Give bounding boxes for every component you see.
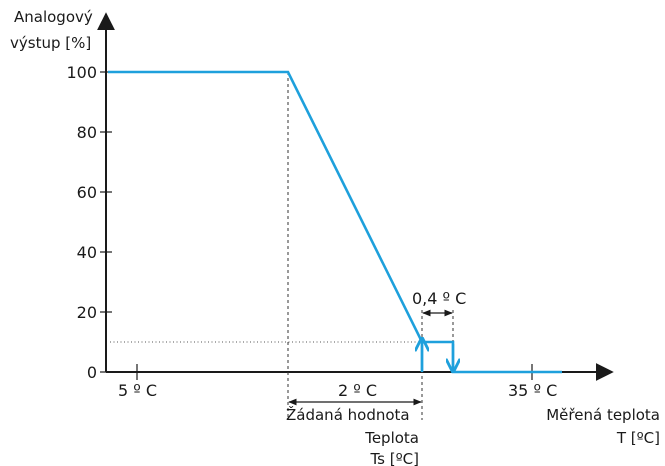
x-tick-label-5c: 5 º C [118,381,157,400]
x-tick-label-35c: 35 º C [508,381,557,400]
setpoint-label-line-3: Ts [ºC] [369,450,419,466]
hysteresis-label: 0,4 º C [412,289,466,308]
y-axis-title-line-1: Analogový [14,8,93,26]
x-axis-title-line-1: Měřená teplota [546,406,660,424]
y-axis-title-line-2: výstup [%] [10,34,91,52]
x-axis-title-line-2: T [ºC] [616,429,660,447]
setpoint-label-line-1: Žádaná hodnota [286,405,410,424]
y-tick-label-100: 100 [66,63,97,82]
y-tick-label-0: 0 [87,363,97,382]
y-tick-label-60: 60 [77,183,97,202]
output-curve [108,70,562,374]
y-tick-label-80: 80 [77,123,97,142]
y-ticks: 0 20 40 60 80 100 [66,63,112,382]
band-label: 2 º C [338,381,377,400]
setpoint-label-line-2: Teplota [364,429,419,447]
y-tick-label-20: 20 [77,303,97,322]
y-tick-label-40: 40 [77,243,97,262]
